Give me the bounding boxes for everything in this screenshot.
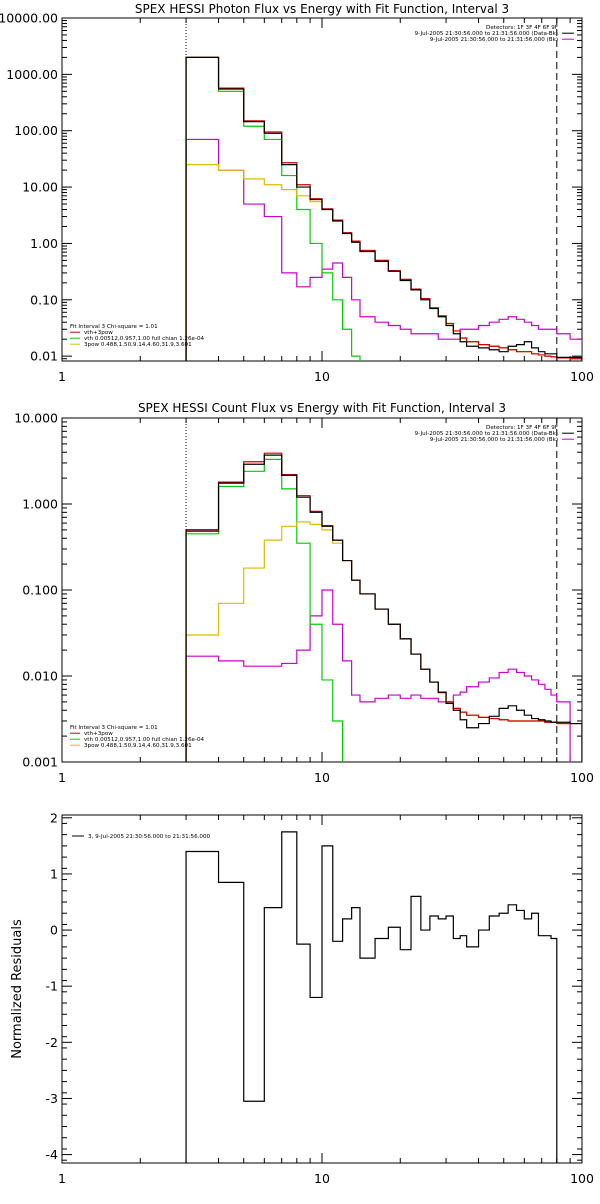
photon-title: SPEX HESSI Photon Flux vs Energy with Fi…	[135, 2, 509, 16]
resid-ylabel: Normalized Residuals	[10, 919, 25, 1059]
resid-ytick-label: 2	[50, 810, 58, 825]
photon-fit-text: vth+3pow	[84, 330, 113, 336]
resid-ytick-label: 1	[50, 866, 58, 881]
count-fit-text: vth 0.00512,0.957,1.00 full chian 1.26e-…	[84, 737, 205, 743]
photon-ytick-label: 100.00	[14, 123, 58, 138]
resid-ytick-label: -4	[46, 1147, 59, 1162]
photon-series-3	[185, 56, 361, 361]
photon-ytick-label: 1.00	[30, 236, 58, 251]
resid-series-0	[185, 831, 558, 1163]
photon-frame	[61, 17, 583, 362]
photon-legend-text: 9-Jul-2005 21:30:56.000 to 21:31:56.000 …	[415, 31, 558, 37]
count-xtick-label: 1	[58, 770, 66, 785]
count-ytick-label: 0.100	[22, 583, 58, 598]
photon-fit-text: 3pow 0.488,1.50,9.14,4.60,31.9,3.601	[84, 342, 192, 348]
count-fit-text: 3pow 0.488,1.50,9.14,4.60,31.9,3.601	[84, 743, 192, 749]
photon-series-4	[185, 164, 582, 361]
count-ytick-label: 0.001	[22, 755, 58, 770]
photon-legend-text: 9-Jul-2005 21:30:56.000 to 21:31:56.000 …	[430, 37, 558, 43]
count-fit-header: Fit Interval 3 Chi-square = 1.01	[70, 725, 158, 731]
count-series-1	[185, 589, 571, 762]
resid-ytick-label: 0	[50, 923, 58, 938]
photon-ytick-label: 10000.00	[0, 11, 58, 26]
count-legend-text: 9-Jul-2005 21:30:56.000 to 21:31:56.000 …	[415, 431, 558, 437]
photon-series-1	[185, 138, 582, 361]
photon-ytick-label: 0.01	[30, 349, 58, 364]
resid-xtick-label: 100	[570, 1171, 594, 1186]
count-ytick-label: 10.000	[14, 411, 58, 426]
resid-ytick-label: -2	[46, 1035, 58, 1050]
count-ytick-label: 1.000	[22, 497, 58, 512]
resid-xtick-label: 10	[314, 1171, 330, 1186]
count-title: SPEX HESSI Count Flux vs Energy with Fit…	[138, 401, 506, 415]
resid-ytick-label: -1	[46, 979, 58, 994]
photon-series-2	[185, 56, 582, 361]
resid-legend-text: 3, 9-Jul-2005 21:30:56.000 to 21:31:56.0…	[88, 834, 211, 840]
photon-ytick-label: 10.00	[22, 180, 58, 195]
count-series-4	[185, 521, 582, 762]
photon-xtick-label: 1	[58, 369, 66, 384]
count-legend-text: 9-Jul-2005 21:30:56.000 to 21:31:56.000 …	[430, 437, 558, 443]
count-legend-header: Detectors: 1F 3F 4F 6F 9F	[486, 425, 558, 431]
photon-ytick-label: 1000.00	[6, 67, 58, 82]
resid-xtick-label: 1	[58, 1171, 66, 1186]
photon-series-0	[185, 56, 582, 361]
count-ytick-label: 0.010	[22, 669, 58, 684]
photon-fit-text: vth 0.00512,0.957,1.00 full chian 1.26e-…	[84, 336, 205, 342]
count-xtick-label: 10	[314, 770, 330, 785]
count-fit-text: vth+3pow	[84, 731, 113, 737]
photon-xtick-label: 10	[314, 369, 330, 384]
count-series-0	[185, 454, 582, 762]
count-series-2	[185, 452, 582, 762]
resid-ytick-label: -3	[46, 1091, 58, 1106]
photon-fit-header: Fit Interval 3 Chi-square = 1.01	[70, 324, 158, 330]
photon-legend-header: Detectors: 1F 3F 4F 6F 9F	[486, 25, 558, 31]
photon-ytick-label: 0.10	[30, 292, 58, 307]
photon-xtick-label: 100	[570, 369, 594, 384]
count-xtick-label: 100	[570, 770, 594, 785]
